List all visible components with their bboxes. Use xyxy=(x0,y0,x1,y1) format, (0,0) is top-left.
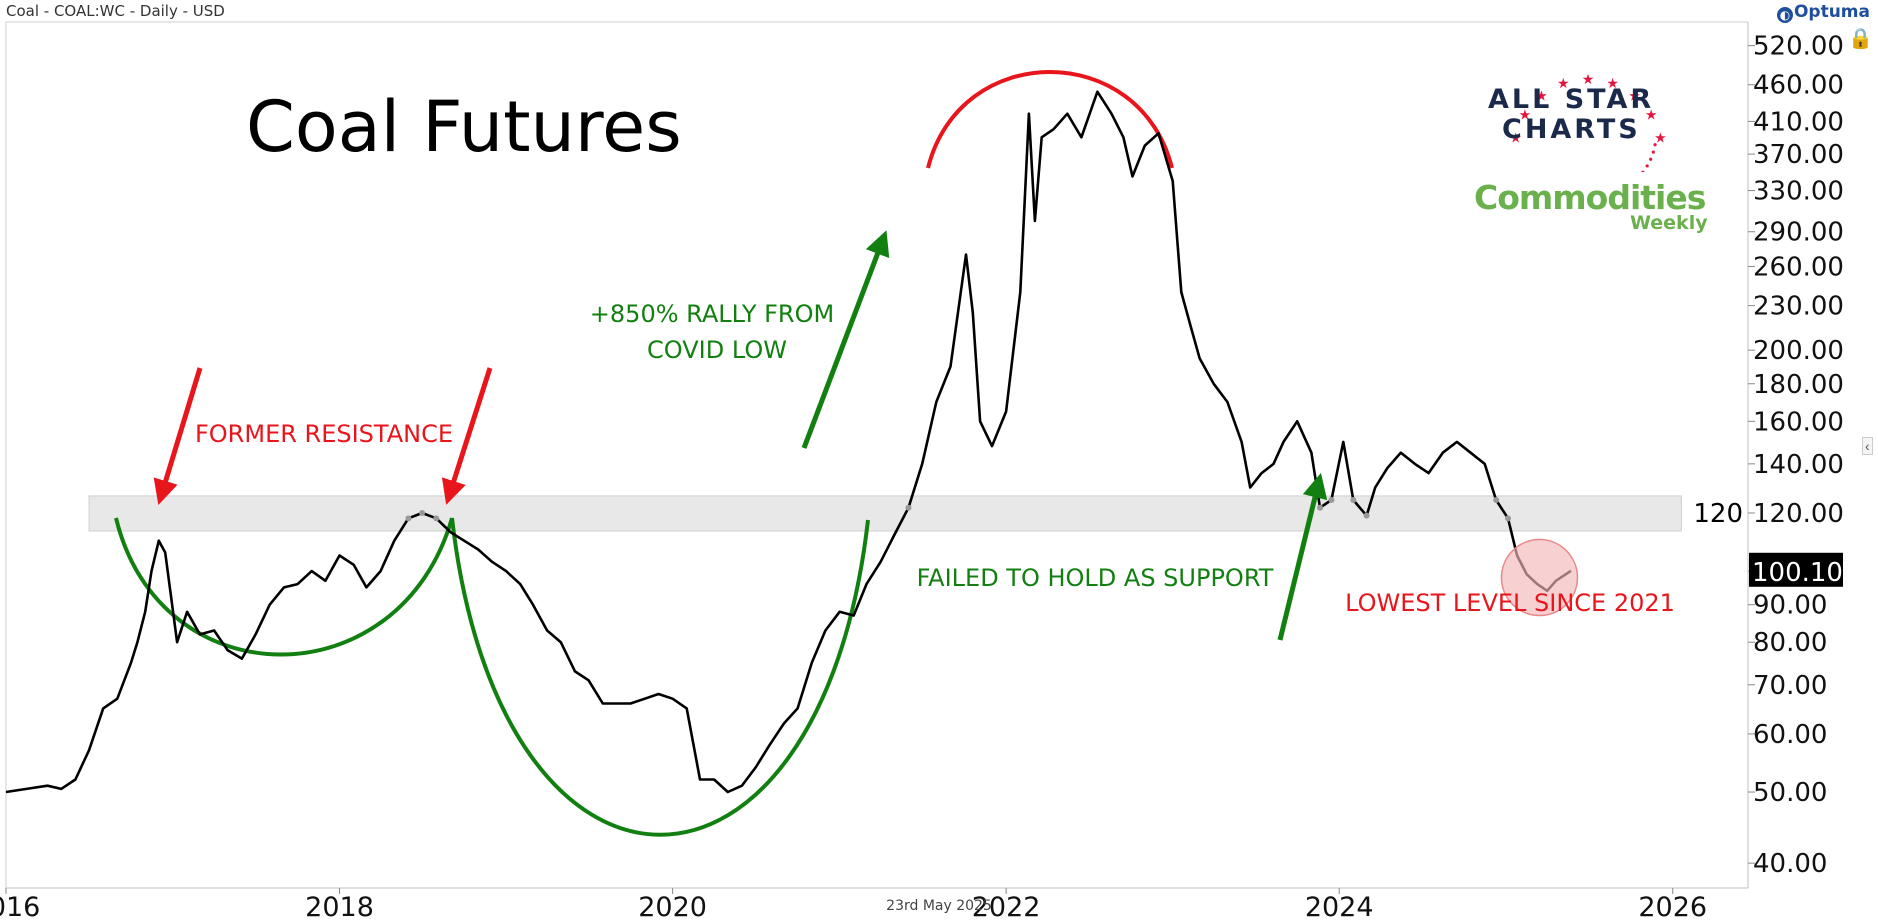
y-tick-label: 80.00 xyxy=(1753,628,1827,658)
chart-date: 23rd May 2025 xyxy=(886,898,992,914)
last-price-label: 100.10 xyxy=(1752,558,1843,588)
lock-icon[interactable]: 🔒 xyxy=(1848,28,1873,50)
x-tick-label: 2026 xyxy=(1638,892,1707,923)
resistance-arrow-1 xyxy=(153,367,203,505)
brand-star: ★ xyxy=(1519,106,1532,122)
brand-commodities: Commodities xyxy=(1474,178,1706,217)
brand-star: ★ xyxy=(1628,87,1641,103)
optuma-logo: ◐ Optuma xyxy=(1776,2,1870,23)
resistance-touch-point xyxy=(419,509,426,516)
brand-dot xyxy=(1645,164,1649,168)
y-tick-label: 290.00 xyxy=(1753,218,1844,248)
y-tick-label: 230.00 xyxy=(1753,292,1844,322)
y-tick-label: 200.00 xyxy=(1753,336,1844,366)
pattern-arcs xyxy=(114,70,1174,837)
last-price-marker xyxy=(1749,552,1843,587)
x-tick-label: 2018 xyxy=(305,892,374,923)
brand-star: ★ xyxy=(1645,106,1658,122)
brand-star: ★ xyxy=(1582,71,1595,87)
top-arc-2022 xyxy=(926,70,1174,169)
annotation-labels: +850% RALLY FROM COVID LOW FORMER RESISTAN… xyxy=(195,300,1675,617)
chart-title: Coal Futures xyxy=(246,86,682,168)
y-tick-label: 180.00 xyxy=(1753,370,1844,400)
optuma-icon: ◐ xyxy=(1776,7,1793,23)
x-tick-label: 2020 xyxy=(638,892,707,923)
chart-header-instrument: Coal - COAL:WC - Daily - USD xyxy=(6,2,225,20)
y-tick-label: 70.00 xyxy=(1753,671,1827,701)
y-tick-label: 60.00 xyxy=(1753,720,1827,750)
y-tick-label: 40.00 xyxy=(1753,849,1827,879)
x-tick-label: 2024 xyxy=(1305,892,1374,923)
rally-arrow xyxy=(801,230,890,449)
optuma-label: Optuma xyxy=(1793,2,1870,22)
price-series xyxy=(5,90,1579,794)
brand-star: ★ xyxy=(1606,75,1619,91)
annotation-label: LOWEST LEVEL SINCE 2021 xyxy=(1345,589,1675,617)
resistance-arrow-2 xyxy=(441,367,493,505)
cup-arc-2018-2021 xyxy=(450,517,870,837)
brand-line-1: ALL STAR xyxy=(1488,84,1655,115)
brand-star: ★ xyxy=(1509,130,1522,146)
brand-dot xyxy=(1653,143,1657,147)
y-tick-label: 460.00 xyxy=(1753,71,1844,101)
resistance-touch-point xyxy=(433,515,440,522)
brand-dot xyxy=(1641,170,1645,172)
y-tick-label: 410.00 xyxy=(1753,107,1844,137)
brand-star: ★ xyxy=(1557,75,1570,91)
support-arrow xyxy=(1277,472,1328,641)
resistance-touch-point xyxy=(1317,504,1324,511)
resistance-touch-point xyxy=(905,504,912,511)
y-tick-label: 260.00 xyxy=(1753,253,1844,283)
y-tick-label: 120.00 xyxy=(1753,499,1844,529)
brand-star-ring: ★★★★ ★ ★★★★ xyxy=(1509,71,1667,172)
y-tick-label: 160.00 xyxy=(1753,407,1844,437)
resistance-level-label: 120 xyxy=(1693,499,1743,529)
y-tick-label: 520.00 xyxy=(1753,32,1844,62)
brand-star: ★ xyxy=(1535,87,1548,103)
brand-dot xyxy=(1651,150,1655,154)
x-tick-label: 2022 xyxy=(972,892,1041,923)
brand-weekly: Weekly xyxy=(1630,212,1708,234)
y-tick-label: 140.00 xyxy=(1753,450,1844,480)
brand-star: ★ xyxy=(1654,130,1667,146)
brand-line-2: CHARTS xyxy=(1502,114,1641,145)
resistance-touch-point xyxy=(1350,496,1357,503)
y-tick-label: 50.00 xyxy=(1753,778,1827,808)
lowest-level-highlight xyxy=(1500,538,1579,617)
x-tick-label: 2016 xyxy=(0,892,40,923)
brand-logo: ★ ★ ★ ★ ★ ★ ★ ★ ★ ALL STAR CHARTS Commodities We… xyxy=(1470,52,1710,234)
y-tick-label: 370.00 xyxy=(1753,140,1844,170)
resistance-band: 120 xyxy=(88,495,1743,532)
annotation-label: FAILED TO HOLD AS SUPPORT xyxy=(917,564,1274,592)
x-axis: 2016 2018 2020 2022 2024 2026 xyxy=(0,888,1707,923)
annotation-label: COVID LOW xyxy=(647,336,787,364)
resistance-zone xyxy=(88,495,1682,532)
y-axis: 40.0050.0060.0070.0080.0090.00100.00120.… xyxy=(1748,32,1844,879)
annotation-label: FORMER RESISTANCE xyxy=(195,420,453,448)
cup-arc-2016-2018 xyxy=(114,517,454,657)
y-tick-label: 90.00 xyxy=(1753,591,1827,621)
price-line xyxy=(5,90,1572,794)
resistance-touch-point xyxy=(1505,515,1512,522)
resistance-touch-point xyxy=(405,515,412,522)
annotation-label: +850% RALLY FROM xyxy=(590,300,834,328)
resistance-touch-point xyxy=(1363,512,1370,519)
annotation-arrows xyxy=(153,230,1328,641)
resistance-touch-point xyxy=(1493,496,1500,503)
y-tick-label: 330.00 xyxy=(1753,177,1844,207)
chart-frame xyxy=(5,21,1749,889)
brand-dot xyxy=(1649,157,1653,161)
collapse-panel-icon[interactable]: ‹ xyxy=(1862,437,1873,455)
resistance-touch-point xyxy=(1328,496,1335,503)
